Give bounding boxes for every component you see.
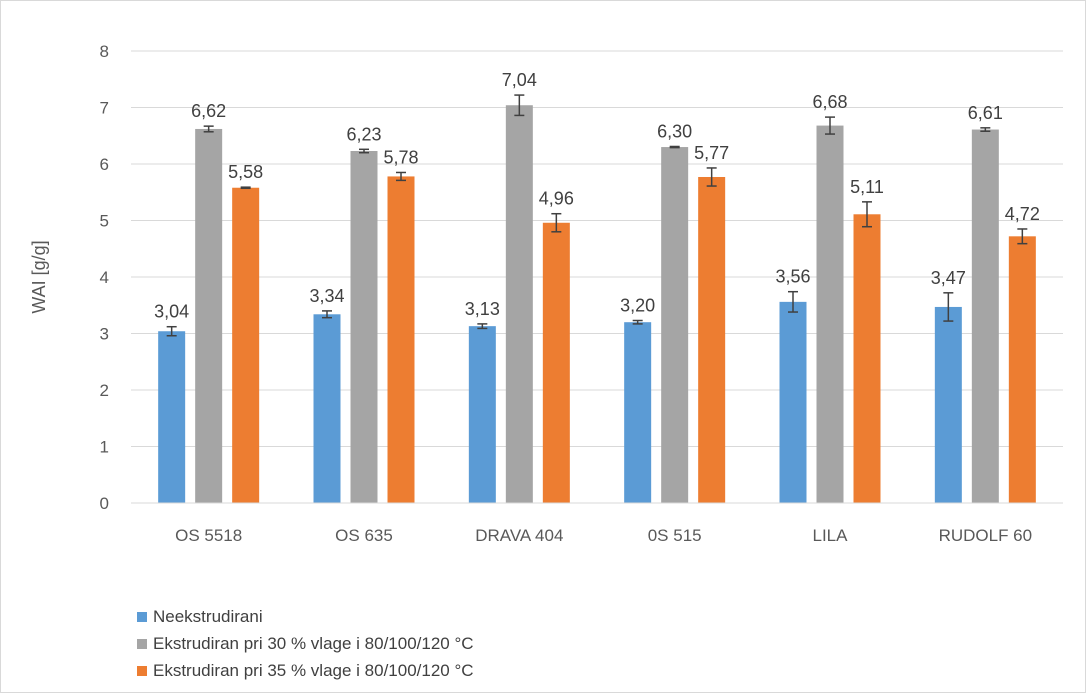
bar [313,314,341,503]
x-tick-label: DRAVA 404 [475,526,563,545]
data-label: 6,62 [191,101,226,121]
data-label: 4,96 [539,189,574,209]
data-label: 5,78 [383,147,418,167]
y-tick-label: 1 [100,438,109,457]
y-tick-label: 6 [100,155,109,174]
bar [195,128,223,503]
y-tick-label: 8 [100,42,109,61]
data-label: 6,30 [657,121,692,141]
y-tick-label: 2 [100,381,109,400]
y-axis-label: WAI [g/g] [29,240,49,313]
data-label: 3,56 [775,267,810,287]
y-tick-label: 3 [100,325,109,344]
x-tick-label: LILA [813,526,849,545]
legend-item-ekstrudiran-30: Ekstrudiran pri 30 % vlage i 80/100/120 … [137,634,474,654]
bar [971,129,999,503]
data-label: 6,68 [812,92,847,112]
data-label: 7,04 [502,70,537,90]
bar [505,105,533,504]
data-label: 3,04 [154,302,189,322]
bar [661,147,689,504]
bar [624,322,652,503]
bar [350,151,378,503]
bar [853,214,881,503]
legend-swatch-orange [137,666,147,676]
data-label: 5,58 [228,162,263,182]
data-label: 3,47 [931,268,966,288]
y-tick-label: 4 [100,268,109,287]
data-label: 4,72 [1005,204,1040,224]
data-label: 3,34 [309,286,344,306]
y-tick-label: 0 [100,494,109,513]
legend-swatch-gray [137,639,147,649]
x-tick-label: OS 5518 [175,526,242,545]
bar [779,301,807,503]
legend-label: Neekstrudirani [153,607,263,626]
data-label: 5,77 [694,143,729,163]
bar [468,326,496,503]
bar [934,306,962,503]
legend-item-ekstrudiran-35: Ekstrudiran pri 35 % vlage i 80/100/120 … [137,661,474,681]
y-tick-label: 5 [100,212,109,231]
x-tick-label: 0S 515 [648,526,702,545]
x-tick-label: OS 635 [335,526,393,545]
y-tick-label: 7 [100,99,109,118]
data-label: 6,23 [346,124,381,144]
bar-chart: 0 1 2 3 4 5 6 7 8 WAI [g/g] 3,04 6,62 5,58 OS 5518 3,3… [29,42,1063,545]
legend-swatch-blue [137,612,147,622]
bar [232,187,260,504]
data-label: 5,11 [850,177,884,197]
x-tick-label: RUDOLF 60 [939,526,1033,545]
legend-item-neekstrudirani: Neekstrudirani [137,607,263,627]
bar [1008,236,1036,503]
data-label: 3,13 [465,299,500,319]
bar [158,331,186,503]
legend-label: Ekstrudiran pri 35 % vlage i 80/100/120 … [153,661,474,680]
bar [542,222,570,503]
legend-label: Ekstrudiran pri 30 % vlage i 80/100/120 … [153,634,474,653]
bar [816,125,844,503]
bar [698,176,726,503]
data-label: 3,20 [620,296,655,316]
data-label: 6,61 [968,103,1003,123]
bar [387,176,415,503]
